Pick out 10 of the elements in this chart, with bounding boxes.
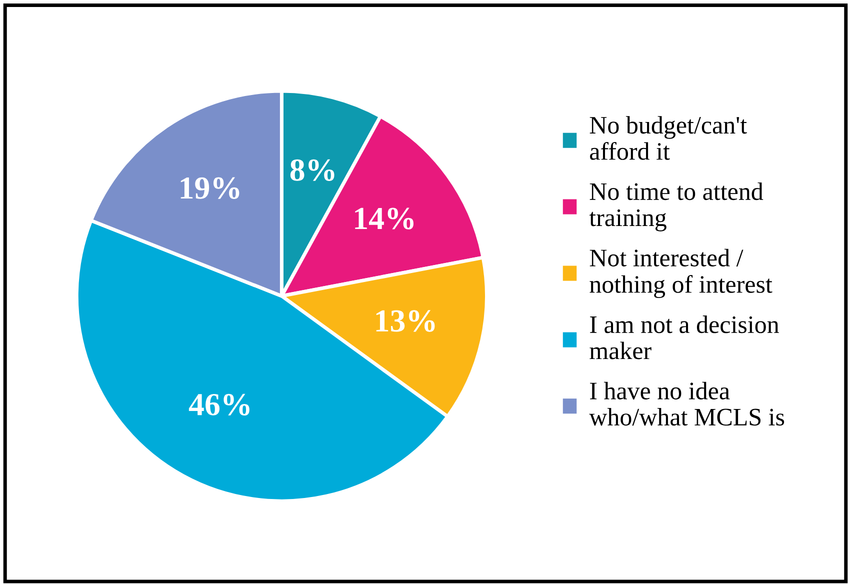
legend-label: No time to attend training <box>589 182 764 232</box>
legend-label: Not interested / nothing of interest <box>590 248 772 298</box>
legend-label: I have no idea who/what MCLS is <box>589 382 784 426</box>
data-label: 14% <box>355 208 414 230</box>
data-label: 13% <box>376 310 435 332</box>
data-label: 19% <box>180 177 240 199</box>
data-label: 8% <box>290 159 334 181</box>
legend-label: No budget/can't afford it <box>590 116 747 160</box>
data-label: 46% <box>188 394 250 416</box>
legend-label: I am not a decision maker <box>590 316 779 360</box>
